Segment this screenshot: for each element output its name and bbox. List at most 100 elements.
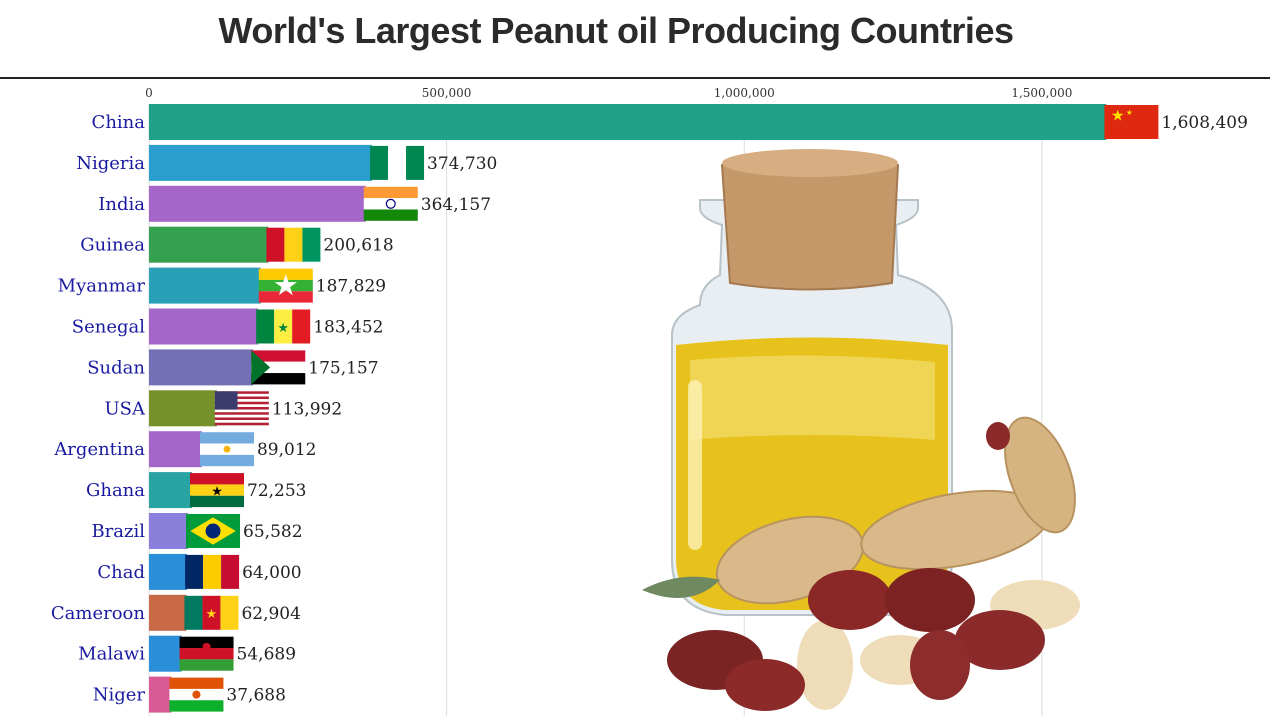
myanmar-flag-icon: ★: [258, 268, 313, 303]
bar: [149, 104, 1107, 140]
jar-shine: [688, 380, 702, 550]
red-peanut: [725, 659, 805, 711]
category-label: India: [98, 194, 145, 215]
red-peanut: [986, 422, 1010, 450]
category-label: Myanmar: [58, 276, 146, 297]
nigeria-flag-icon: [370, 145, 425, 180]
ghana-flag-icon: ★: [190, 473, 245, 508]
value-label: 62,904: [241, 604, 300, 624]
svg-text:★: ★: [1126, 108, 1133, 117]
red-peanut: [910, 630, 970, 700]
red-peanut: [885, 568, 975, 632]
bar: [149, 226, 269, 263]
category-label: USA: [105, 398, 147, 419]
oil-highlight: [690, 355, 935, 440]
bar-row-nigeria: Nigeria 374,730: [76, 144, 497, 181]
value-label: 65,582: [243, 522, 302, 542]
value-label: 175,157: [308, 358, 378, 378]
usa-flag-icon: [214, 391, 269, 426]
bar: [149, 513, 189, 549]
chart-title: World's Largest Peanut oil Producing Cou…: [218, 10, 1014, 51]
bar: [149, 267, 261, 304]
niger-flag-icon: [169, 677, 224, 712]
category-label: Senegal: [72, 317, 145, 338]
peanut-oil-illustration: [642, 149, 1080, 711]
guinea-flag-icon: [266, 227, 321, 262]
bar: [149, 676, 172, 713]
sudan-flag-icon: [251, 350, 306, 385]
value-label: 37,688: [226, 686, 285, 706]
china-flag-icon: ★ ★: [1104, 105, 1159, 139]
svg-text:★: ★: [273, 268, 299, 302]
bar-row-cameroon: Cameroon ★ 62,904: [51, 594, 301, 631]
category-label: Argentina: [53, 439, 145, 460]
peanut-shell: [1004, 416, 1076, 534]
title-divider: [0, 77, 1270, 79]
svg-text:★: ★: [211, 485, 223, 500]
india-flag-icon: [363, 186, 418, 221]
bar-row-myanmar: Myanmar ★ 187,829: [58, 267, 386, 304]
value-label: 72,253: [247, 481, 306, 501]
category-label: Malawi: [78, 644, 145, 665]
red-peanut: [955, 610, 1045, 670]
cameroon-flag-icon: ★: [184, 595, 239, 630]
bar-row-ghana: Ghana ★ 72,253: [86, 472, 306, 509]
argentina-flag-icon: [199, 432, 254, 467]
cork-top: [722, 149, 898, 177]
bar: [149, 349, 254, 386]
value-label: 183,452: [313, 318, 383, 338]
bar-row-argentina: Argentina 89,012: [53, 431, 316, 468]
svg-text:★: ★: [206, 607, 218, 622]
bar-row-india: India 364,157: [98, 185, 491, 222]
chad-flag-icon: [185, 554, 240, 589]
x-tick-label: 1,000,000: [714, 86, 775, 100]
red-peanut: [808, 570, 892, 630]
bar-row-sudan: Sudan 175,157: [87, 349, 379, 386]
category-label: Brazil: [91, 521, 145, 542]
malawi-flag-icon: [179, 636, 234, 671]
bar-row-brazil: Brazil 65,582: [91, 513, 303, 549]
category-label: Chad: [97, 562, 145, 583]
x-tick-label: 1,500,000: [1011, 86, 1072, 100]
bar-row-guinea: Guinea 200,618: [80, 226, 394, 263]
bar-row-malawi: Malawi 54,689: [78, 635, 296, 672]
category-label: Ghana: [86, 480, 145, 501]
bar: [149, 472, 193, 509]
category-label: Niger: [93, 685, 146, 706]
x-tick-label: 500,000: [422, 86, 472, 100]
value-label: 374,730: [427, 154, 497, 174]
bar: [149, 431, 202, 468]
category-label: China: [92, 112, 146, 133]
value-label: 54,689: [237, 645, 296, 665]
bar-row-china: China ★ ★1,608,409: [92, 104, 1248, 140]
bar-row-niger: Niger 37,688: [93, 676, 286, 713]
bar: [149, 185, 366, 222]
bar-row-senegal: Senegal ★ 183,452: [72, 308, 384, 345]
bar: [149, 553, 188, 590]
svg-text:★: ★: [1111, 106, 1125, 124]
value-label: 364,157: [421, 195, 491, 215]
value-label: 200,618: [323, 236, 393, 256]
category-label: Cameroon: [51, 603, 146, 624]
x-tick-label: 0: [145, 86, 153, 100]
value-label: 113,992: [272, 399, 342, 419]
value-label: 1,608,409: [1161, 113, 1248, 133]
category-label: Nigeria: [76, 153, 145, 174]
category-label: Sudan: [87, 357, 145, 378]
peanut-kernel: [797, 620, 853, 710]
value-label: 64,000: [242, 563, 301, 583]
brazil-flag-icon: [186, 514, 241, 548]
value-label: 187,829: [316, 277, 386, 297]
bar-row-usa: USA 113,992: [105, 390, 342, 427]
bar: [149, 308, 259, 345]
bar: [149, 144, 373, 181]
svg-text:★: ★: [277, 321, 289, 336]
value-label: 89,012: [257, 440, 316, 460]
bar-row-chad: Chad 64,000: [97, 553, 302, 590]
bar: [149, 594, 187, 631]
bar: [149, 635, 182, 672]
bar: [149, 390, 217, 427]
senegal-flag-icon: ★: [256, 309, 311, 344]
